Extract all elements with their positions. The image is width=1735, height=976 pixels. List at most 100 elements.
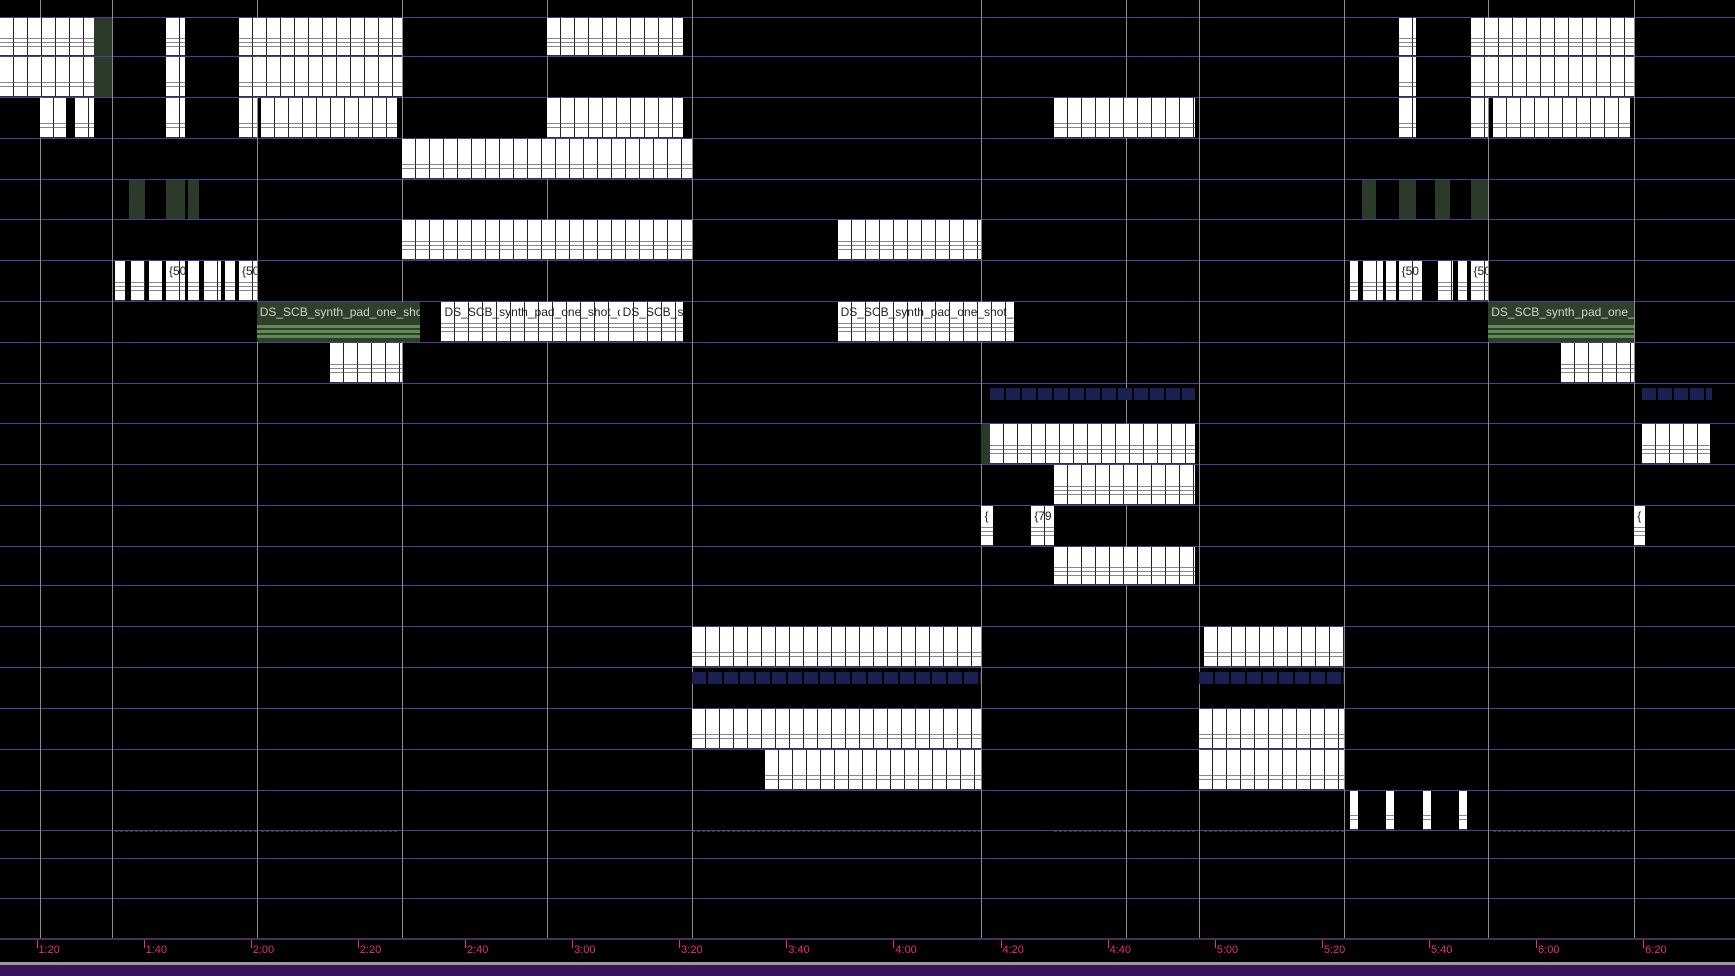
midi-clip[interactable] <box>1054 464 1195 505</box>
time-label: 1:40 <box>143 940 168 956</box>
midi-clip[interactable] <box>1199 709 1345 750</box>
track-divider <box>0 341 1735 343</box>
midi-clip[interactable] <box>1470 180 1489 220</box>
audio-clip[interactable]: DS_SCB_synth_pad_one_shot_o <box>837 301 1014 342</box>
midi-clip[interactable] <box>1470 98 1489 139</box>
midi-clip[interactable] <box>1422 791 1431 830</box>
midi-clip[interactable] <box>165 57 185 98</box>
audio-clip[interactable]: DS_SCB_synth_pad_one_s <box>1488 301 1635 342</box>
midi-clip[interactable] <box>691 627 982 668</box>
midi-clip[interactable]: {50 <box>165 261 185 301</box>
midi-clip[interactable] <box>1398 17 1417 57</box>
clip-name: {50 <box>1473 264 1489 279</box>
midi-clip[interactable] <box>401 139 692 180</box>
track-divider <box>0 56 1735 58</box>
midi-clip[interactable] <box>1435 180 1450 220</box>
midi-clip[interactable] <box>75 98 95 139</box>
midi-clip[interactable] <box>546 98 683 139</box>
locator-line <box>1199 0 1201 938</box>
midi-clip[interactable] <box>1398 98 1417 139</box>
midi-clip[interactable]: { <box>981 505 993 546</box>
audio-clip[interactable]: DS_SCB_synth_pad_one_shot <box>256 301 421 342</box>
track-divider <box>0 97 1735 99</box>
midi-clip[interactable] <box>1054 98 1195 139</box>
midi-clip[interactable] <box>239 98 257 139</box>
midi-clip[interactable] <box>130 261 145 301</box>
midi-clip[interactable] <box>1203 830 1345 858</box>
midi-clip[interactable] <box>261 830 398 858</box>
midi-clip[interactable] <box>1363 261 1384 301</box>
audio-clip[interactable]: DS_SCB_synth_pad_one_shot_d <box>441 301 620 342</box>
midi-clip[interactable]: { <box>1634 505 1646 546</box>
track-divider <box>0 749 1735 751</box>
midi-clip[interactable]: {50 <box>1398 261 1422 301</box>
midi-clip[interactable] <box>1386 261 1397 301</box>
midi-clip[interactable] <box>1398 57 1417 98</box>
midi-clip[interactable] <box>401 220 692 261</box>
midi-clip[interactable] <box>165 180 185 220</box>
midi-clip[interactable] <box>188 180 200 220</box>
horizontal-scrollbar[interactable] <box>0 965 1735 976</box>
midi-clip[interactable]: {50 <box>1470 261 1489 301</box>
time-label: 1:20 <box>36 940 60 956</box>
midi-clip[interactable] <box>1349 791 1358 830</box>
midi-clip[interactable] <box>1386 791 1395 830</box>
midi-clip[interactable] <box>1349 261 1358 301</box>
midi-clip[interactable] <box>239 17 402 57</box>
midi-clip[interactable] <box>764 750 982 791</box>
midi-clip[interactable] <box>990 387 1196 400</box>
midi-clip[interactable] <box>990 423 1196 464</box>
midi-clip[interactable]: {79 <box>1031 505 1055 546</box>
clip-name: {79 <box>1034 508 1052 523</box>
midi-clip[interactable] <box>1470 17 1635 57</box>
midi-clip[interactable] <box>1458 261 1468 301</box>
midi-clip[interactable] <box>1398 180 1417 220</box>
midi-clip[interactable] <box>165 17 185 57</box>
arrangement-view[interactable]: {50 {50 {50 {50 DS_SCB_synth_pad_one_shot DS_… <box>0 0 1735 940</box>
midi-clip[interactable] <box>165 98 185 139</box>
midi-clip[interactable] <box>1054 830 1195 858</box>
midi-clip[interactable] <box>1492 830 1630 858</box>
midi-clip[interactable] <box>1492 98 1630 139</box>
midi-clip[interactable] <box>129 180 145 220</box>
midi-clip[interactable]: {50 <box>239 261 257 301</box>
midi-clip[interactable] <box>1362 180 1377 220</box>
time-label: 5:00 <box>1214 940 1239 956</box>
midi-clip[interactable] <box>203 261 222 301</box>
midi-clip[interactable] <box>1438 261 1453 301</box>
midi-clip[interactable] <box>1199 672 1345 685</box>
midi-clip[interactable] <box>224 261 235 301</box>
midi-clip[interactable] <box>115 261 126 301</box>
midi-clip[interactable] <box>546 17 683 57</box>
midi-clip[interactable] <box>329 342 402 383</box>
midi-clip[interactable] <box>94 17 112 57</box>
midi-clip[interactable] <box>1054 546 1195 586</box>
midi-clip[interactable] <box>1642 387 1712 400</box>
timeline-ruler[interactable]: 1:20 1:40 2:00 2:20 2:40 3:00 3:20 3:40 4:00 4:20… <box>0 938 1735 964</box>
clip-name: DS_SCB_synth_pad_one_shot_o <box>840 304 1014 319</box>
midi-clip[interactable] <box>1470 57 1635 98</box>
midi-clip[interactable] <box>691 709 982 750</box>
midi-clip[interactable] <box>691 830 982 858</box>
midi-clip[interactable] <box>0 57 95 98</box>
midi-clip[interactable] <box>1561 342 1635 383</box>
midi-clip[interactable] <box>261 98 398 139</box>
midi-clip[interactable] <box>981 423 991 464</box>
midi-clip[interactable] <box>149 261 162 301</box>
midi-clip[interactable] <box>1642 423 1710 464</box>
midi-clip[interactable] <box>1203 627 1345 668</box>
midi-clip[interactable] <box>188 261 200 301</box>
midi-clip[interactable] <box>39 98 67 139</box>
track-divider <box>0 626 1735 628</box>
midi-clip[interactable] <box>94 57 112 98</box>
track-divider <box>0 382 1735 384</box>
midi-clip[interactable] <box>0 17 95 57</box>
audio-clip[interactable]: DS_SCB_sy <box>619 301 683 342</box>
midi-clip[interactable] <box>1199 750 1345 791</box>
locator-line <box>691 0 693 938</box>
midi-clip[interactable] <box>837 220 982 261</box>
midi-clip[interactable] <box>691 672 982 685</box>
midi-clip[interactable] <box>1459 791 1468 830</box>
midi-clip[interactable] <box>115 830 257 858</box>
midi-clip[interactable] <box>239 57 402 98</box>
